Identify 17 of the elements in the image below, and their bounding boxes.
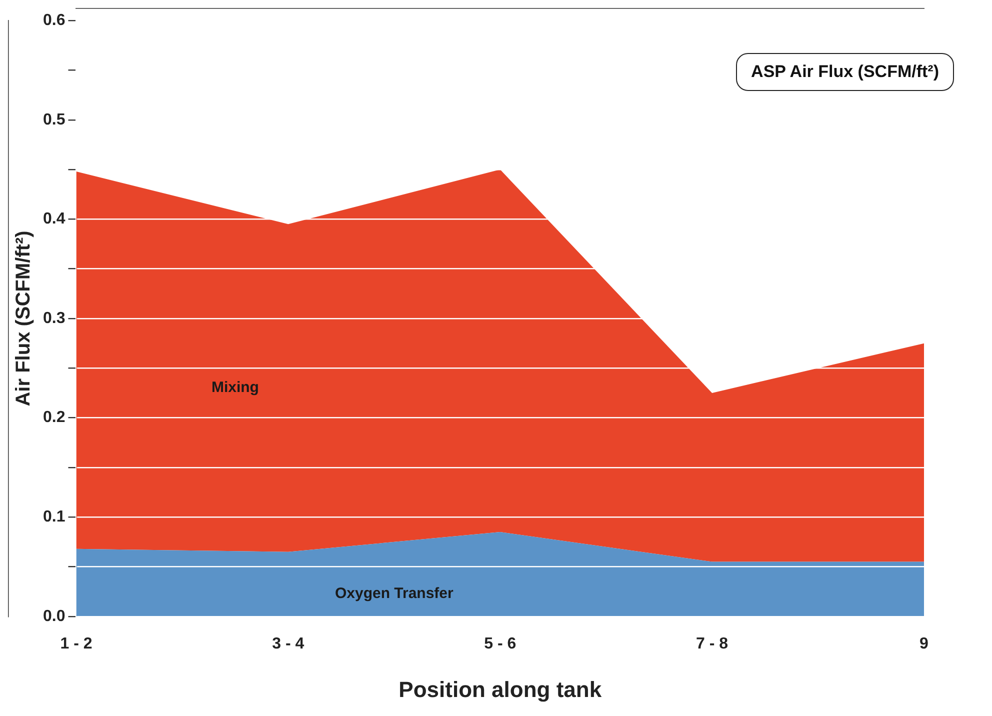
y-tick-label: 0.1	[42, 508, 66, 526]
x-tick-label: 5 - 6	[484, 635, 516, 652]
y-tick-label: 0.2	[42, 409, 66, 426]
series-label: Mixing	[211, 379, 259, 396]
x-tick-label: 3 - 4	[272, 635, 304, 652]
x-tick-label: 1 - 2	[60, 635, 92, 652]
y-tick-label: 0.6	[42, 12, 66, 30]
x-tick-label: 7 - 8	[696, 635, 728, 652]
series-label: Oxygen Transfer	[334, 584, 454, 602]
x-tick-label: 9	[920, 635, 929, 652]
y-tick-label: 0.5	[42, 111, 66, 128]
y-tick-label: 0.4	[42, 210, 66, 228]
x-axis-title: Position along tank	[398, 676, 602, 702]
y-axis-title: Air Flux (SCFM/ft²)	[12, 230, 35, 406]
annotation: ASP Air Flux (SCFM/ft²)	[736, 53, 954, 91]
y-tick-label: 0.3	[42, 310, 66, 327]
y-tick-label: 0.0	[42, 608, 66, 625]
